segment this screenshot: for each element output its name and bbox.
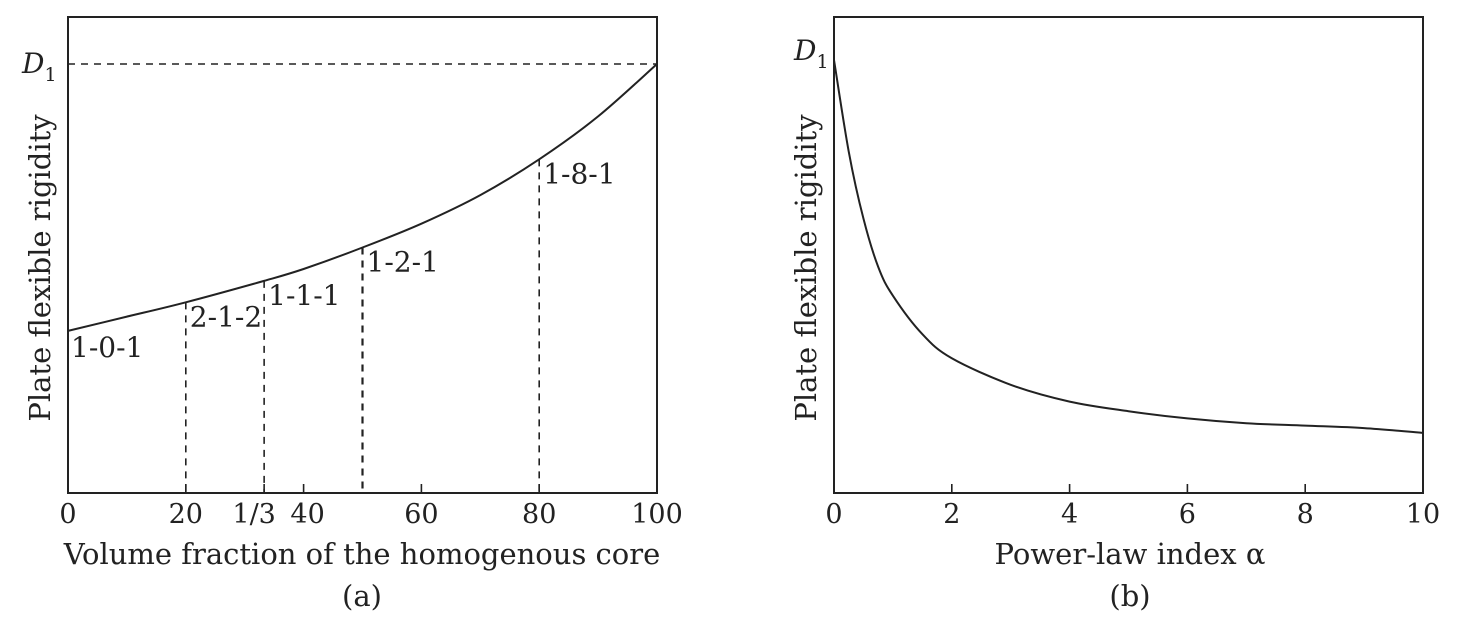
x-tick-label: 20 [169,499,203,530]
x-tick-label: 4 [1061,499,1078,530]
x-tick-label: 40 [290,499,324,530]
panel-b: 0 2 4 6 8 10 D1 Plate flexible rigidity Power… [789,16,1440,613]
panel-a-annotations: 1-0-1 2-1-21-1-1 1-2-1 1-8-1 [71,157,616,364]
panel-b-series-line [833,59,1424,434]
panel-a-y-top-label: D1 [21,47,57,86]
x-tick-label: 2 [943,499,960,530]
panel-a-x-ticks: 0 20 1/3 40 60 80 100 [59,484,683,530]
x-tick-label: 8 [1297,499,1314,530]
panel-b-x-ticks: 0 2 4 6 8 10 [825,484,1440,530]
composition-label: 1-0-1 [71,331,143,364]
composition-label: 2-1-2 [190,300,262,333]
panel-a-x-axis-label: Volume fraction of the homogenous core [63,537,661,571]
panel-a-dropline-group [185,159,541,493]
x-tick-label: 80 [522,499,556,530]
panel-b-y-axis-label: Plate flexible rigidity [789,114,823,422]
panel-b-y-top-label: D1 [793,34,829,73]
panel-a-y-axis-label: Plate flexible rigidity [23,114,57,422]
panel-b-plot-frame [833,16,1424,494]
x-tick-label: 6 [1179,499,1196,530]
x-tick-label: 100 [631,499,683,530]
x-tick-label: 10 [1406,499,1440,530]
panel-b-caption: (b) [1109,579,1150,613]
panel-a-plot-frame [67,16,658,494]
x-tick-label: 0 [59,499,76,530]
panel-b-x-axis-label: Power-law index α [995,537,1266,571]
x-tick-label: 0 [825,499,842,530]
composition-label: 1-1-1 [268,279,340,312]
panel-a: 0 20 1/3 40 60 80 100 1-0-1 2-1-21-1-1 1-2-1 1-8-… [21,16,683,613]
x-tick-label: 1/3 [232,499,275,530]
composition-label: 1-2-1 [367,246,439,279]
panel-a-caption: (a) [342,579,382,613]
panel-a-series-line [67,63,658,332]
composition-label: 1-8-1 [543,157,615,190]
x-tick-label: 60 [404,499,438,530]
